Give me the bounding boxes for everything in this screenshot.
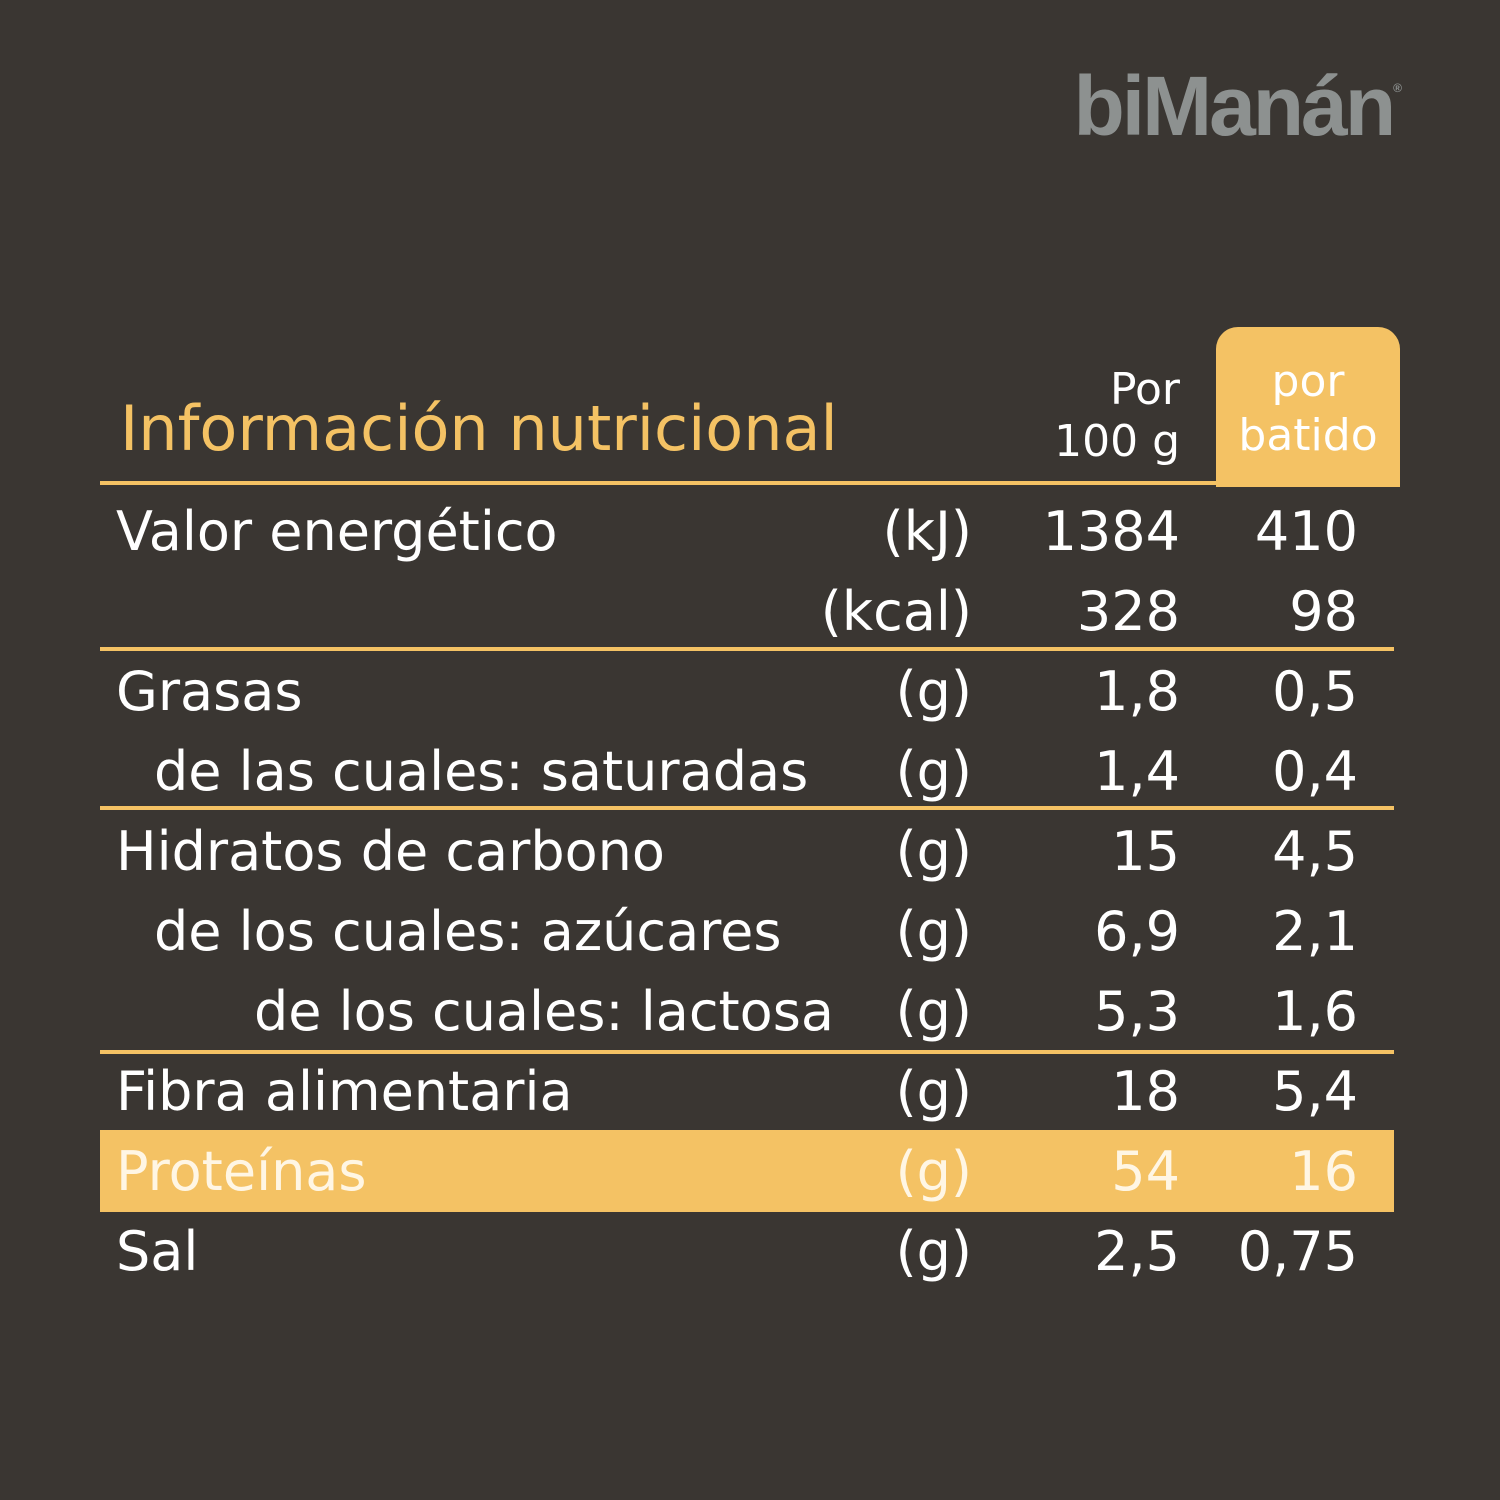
nutrient-label: Fibra alimentaria bbox=[116, 1060, 573, 1123]
table-row-lactose: de los cuales: lactosa (g) 5,3 1,6 bbox=[0, 972, 1500, 1052]
column-header-highlight bbox=[1216, 327, 1400, 487]
table-row-carbohydrates: Hidratos de carbono (g) 15 4,5 bbox=[0, 812, 1500, 892]
unit: (g) bbox=[895, 900, 972, 963]
unit: (g) bbox=[895, 1140, 972, 1203]
value-per-100g: 1,4 bbox=[1094, 740, 1180, 803]
unit: (g) bbox=[895, 820, 972, 883]
value-per-shake: 16 bbox=[1289, 1140, 1358, 1203]
section-divider bbox=[100, 1050, 1394, 1054]
nutrient-label: de los cuales: lactosa bbox=[254, 980, 834, 1043]
table-row-energy-kcal: (kcal) 328 98 bbox=[0, 572, 1500, 652]
value-per-shake: 2,1 bbox=[1272, 900, 1358, 963]
column-header-per-100g: Por 100 g bbox=[1054, 364, 1180, 467]
header-divider bbox=[100, 481, 1400, 485]
table-row-sugars: de los cuales: azúcares (g) 6,9 2,1 bbox=[0, 892, 1500, 972]
nutrient-label: Hidratos de carbono bbox=[116, 820, 665, 883]
nutrient-label: Sal bbox=[116, 1220, 199, 1283]
value-per-shake: 4,5 bbox=[1272, 820, 1358, 883]
value-per-100g: 1384 bbox=[1042, 500, 1180, 563]
table-row-protein: Proteínas (g) 54 16 bbox=[0, 1132, 1500, 1212]
table-row-saturated-fat: de las cuales: saturadas (g) 1,4 0,4 bbox=[0, 732, 1500, 812]
nutrient-label: Grasas bbox=[116, 660, 303, 723]
table-row-salt: Sal (g) 2,5 0,75 bbox=[0, 1212, 1500, 1292]
value-per-100g: 5,3 bbox=[1094, 980, 1180, 1043]
unit: (kJ) bbox=[882, 500, 972, 563]
unit: (g) bbox=[895, 1060, 972, 1123]
value-per-shake: 1,6 bbox=[1272, 980, 1358, 1043]
protein-row-highlight bbox=[100, 1130, 1394, 1210]
value-per-100g: 15 bbox=[1111, 820, 1180, 883]
section-divider bbox=[100, 1208, 1394, 1212]
unit: (g) bbox=[895, 660, 972, 723]
value-per-shake: 0,4 bbox=[1272, 740, 1358, 803]
table-row-fat: Grasas (g) 1,8 0,5 bbox=[0, 652, 1500, 732]
value-per-shake: 410 bbox=[1254, 500, 1358, 563]
value-per-100g: 328 bbox=[1076, 580, 1180, 643]
nutrient-label: de los cuales: azúcares bbox=[154, 900, 782, 963]
section-divider bbox=[100, 806, 1394, 810]
table-title: Información nutricional bbox=[120, 392, 838, 465]
unit: (g) bbox=[895, 1220, 972, 1283]
value-per-shake: 0,75 bbox=[1237, 1220, 1358, 1283]
value-per-100g: 2,5 bbox=[1094, 1220, 1180, 1283]
section-divider bbox=[100, 647, 1394, 651]
nutrient-label: de las cuales: saturadas bbox=[154, 740, 809, 803]
unit: (g) bbox=[895, 980, 972, 1043]
table-row-fiber: Fibra alimentaria (g) 18 5,4 bbox=[0, 1052, 1500, 1132]
value-per-100g: 18 bbox=[1111, 1060, 1180, 1123]
value-per-shake: 0,5 bbox=[1272, 660, 1358, 723]
value-per-100g: 54 bbox=[1111, 1140, 1180, 1203]
value-per-shake: 98 bbox=[1289, 580, 1358, 643]
nutrient-label: Proteínas bbox=[116, 1140, 367, 1203]
column-header-per-shake: por batido bbox=[1238, 356, 1378, 461]
value-per-100g: 6,9 bbox=[1094, 900, 1180, 963]
value-per-shake: 5,4 bbox=[1272, 1060, 1358, 1123]
unit: (kcal) bbox=[820, 580, 972, 643]
unit: (g) bbox=[895, 740, 972, 803]
table-row-energy-kj: Valor energético (kJ) 1384 410 bbox=[0, 492, 1500, 572]
value-per-100g: 1,8 bbox=[1094, 660, 1180, 723]
nutrient-label: Valor energético bbox=[116, 500, 558, 563]
brand-logo: biManán® bbox=[1073, 59, 1402, 153]
